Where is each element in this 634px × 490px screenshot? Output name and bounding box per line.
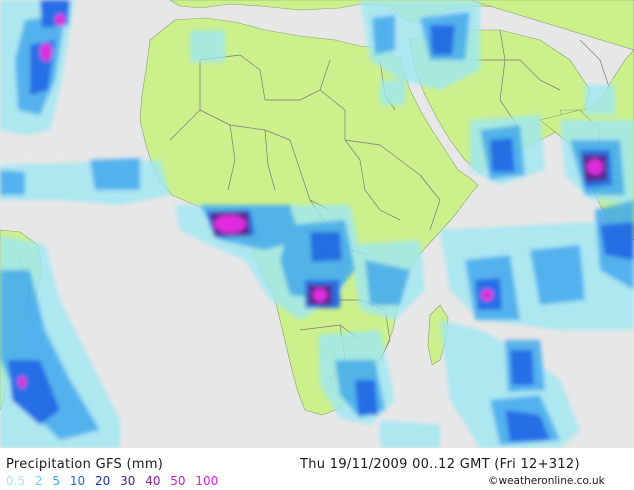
legend-item: 2 (34, 474, 43, 488)
land-madagascar (427, 304, 449, 366)
legend-item: 50 (170, 474, 186, 488)
legend-item: 20 (94, 474, 111, 488)
legend-item: 0.5 (6, 474, 26, 488)
valid-time: Thu 19/11/2009 00..12 GMT (Fri 12+312) (300, 457, 580, 472)
map-canvas (0, 0, 634, 448)
credit-link[interactable]: ©weatheronline.co.uk (488, 475, 605, 487)
map-title: Precipitation GFS (mm) (6, 457, 164, 472)
legend-item: 5 (52, 474, 61, 488)
legend-item: 10 (69, 474, 86, 488)
legend-item: 30 (120, 474, 136, 488)
map-footer: Precipitation GFS (mm) Thu 19/11/2009 00… (0, 448, 634, 490)
precipitation-legend: 0.5 2 5 10 20 30 40 50 100 (6, 474, 224, 488)
precipitation-layer (0, 0, 634, 448)
precipitation-map (0, 0, 634, 448)
legend-item: 40 (145, 474, 161, 488)
legend-item: 100 (195, 474, 219, 488)
